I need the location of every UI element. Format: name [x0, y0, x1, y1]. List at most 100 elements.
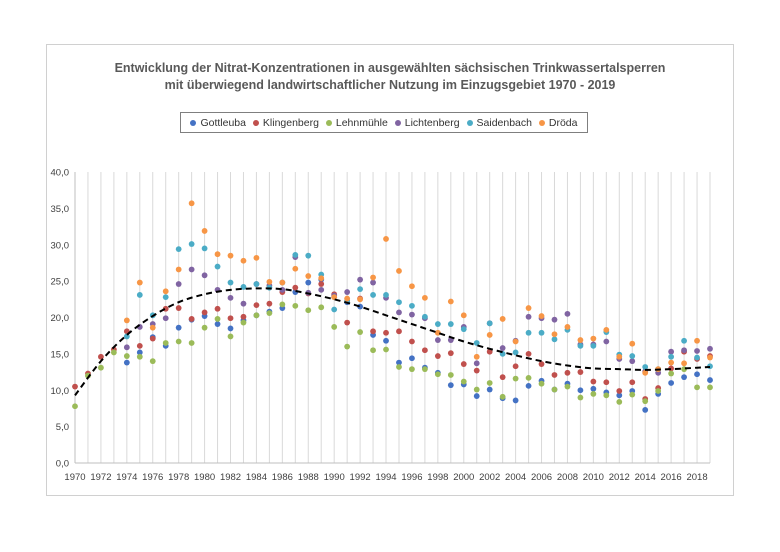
data-point — [175, 266, 182, 273]
legend-label: Gottleuba — [200, 116, 246, 129]
data-point — [694, 348, 700, 354]
data-point — [525, 350, 532, 357]
data-point — [136, 342, 143, 349]
data-point — [318, 275, 325, 282]
data-point — [616, 388, 623, 394]
x-tick-label: 1980 — [194, 472, 215, 483]
data-point — [149, 324, 156, 331]
data-point — [305, 279, 312, 286]
data-point — [642, 369, 649, 376]
data-point — [421, 366, 428, 373]
x-tick-label: 1972 — [90, 472, 111, 483]
data-point — [447, 298, 454, 305]
data-point — [668, 370, 675, 377]
x-tick-label: 2018 — [686, 472, 707, 483]
data-point — [447, 321, 454, 327]
data-point — [227, 294, 234, 301]
data-point — [538, 313, 545, 319]
x-tick-label: 2004 — [505, 472, 526, 483]
data-point — [564, 324, 571, 330]
data-point — [162, 340, 169, 346]
legend-item: Saidenbach — [466, 117, 532, 129]
data-point — [655, 388, 662, 394]
data-point — [149, 335, 156, 342]
data-point — [629, 353, 636, 359]
data-point — [590, 378, 597, 385]
chart-title-line-1: Entwicklung der Nitrat-Konzentrationen i… — [114, 61, 666, 75]
data-point — [214, 316, 221, 322]
data-point — [175, 246, 182, 253]
data-point — [409, 366, 415, 373]
data-point — [590, 390, 597, 397]
series-gottleuba — [123, 276, 713, 413]
data-point — [292, 302, 299, 309]
data-point — [175, 305, 182, 311]
data-point — [214, 305, 221, 312]
data-point — [421, 347, 428, 354]
data-point — [292, 265, 299, 272]
data-point — [253, 302, 260, 309]
data-point — [162, 294, 169, 301]
data-point — [214, 321, 221, 327]
data-point — [266, 310, 273, 317]
legend-marker — [394, 119, 401, 126]
data-point — [318, 304, 325, 311]
data-point — [681, 337, 687, 344]
legend-item: Lehnmühle — [325, 117, 388, 129]
data-point — [473, 353, 480, 360]
data-point — [460, 378, 467, 385]
legend-marker — [190, 119, 197, 126]
y-tick-label: 15,0 — [51, 349, 70, 360]
data-point — [201, 272, 208, 279]
x-tick-label: 1976 — [142, 472, 163, 483]
data-point — [434, 353, 441, 359]
data-point — [266, 300, 273, 307]
data-point — [383, 337, 389, 344]
x-tick-label: 2008 — [557, 472, 578, 483]
data-point — [616, 353, 623, 360]
data-point — [383, 292, 389, 298]
data-point — [175, 324, 182, 331]
data-point — [642, 406, 649, 413]
data-point — [434, 371, 441, 378]
data-point — [577, 394, 584, 401]
data-point — [214, 263, 221, 270]
y-tick-label: 10,0 — [51, 386, 70, 397]
data-point — [512, 363, 519, 370]
data-point — [136, 279, 143, 286]
data-point — [629, 358, 636, 365]
chart-title: Entwicklung der Nitrat-Konzentrationen i… — [46, 60, 734, 94]
data-point — [577, 342, 584, 349]
data-point — [707, 345, 713, 352]
data-point — [629, 340, 636, 347]
data-point — [409, 283, 415, 290]
data-point — [499, 374, 506, 381]
series-dröda — [123, 200, 713, 376]
data-point — [227, 333, 234, 340]
data-point — [590, 385, 597, 392]
data-point — [473, 386, 480, 393]
data-point — [486, 332, 493, 338]
data-point — [162, 315, 169, 322]
legend-item: Gottleuba — [190, 117, 246, 129]
data-point — [110, 349, 117, 356]
x-tick-label: 2016 — [661, 472, 682, 483]
legend-item: Lichtenberg — [394, 117, 460, 129]
y-tick-label: 40,0 — [51, 168, 70, 179]
y-tick-label: 25,0 — [51, 277, 70, 288]
data-point — [551, 331, 558, 338]
data-point — [188, 316, 195, 322]
data-point — [499, 393, 506, 400]
legend-marker — [466, 119, 473, 126]
data-point — [681, 347, 687, 354]
data-point — [603, 338, 610, 345]
data-point — [564, 383, 571, 390]
data-point — [525, 374, 532, 381]
data-point — [434, 321, 441, 327]
data-point — [253, 312, 260, 319]
data-point — [707, 377, 713, 383]
data-point — [253, 254, 260, 261]
x-tick-label: 1970 — [64, 472, 85, 483]
data-point — [188, 266, 195, 273]
data-point — [396, 268, 402, 274]
